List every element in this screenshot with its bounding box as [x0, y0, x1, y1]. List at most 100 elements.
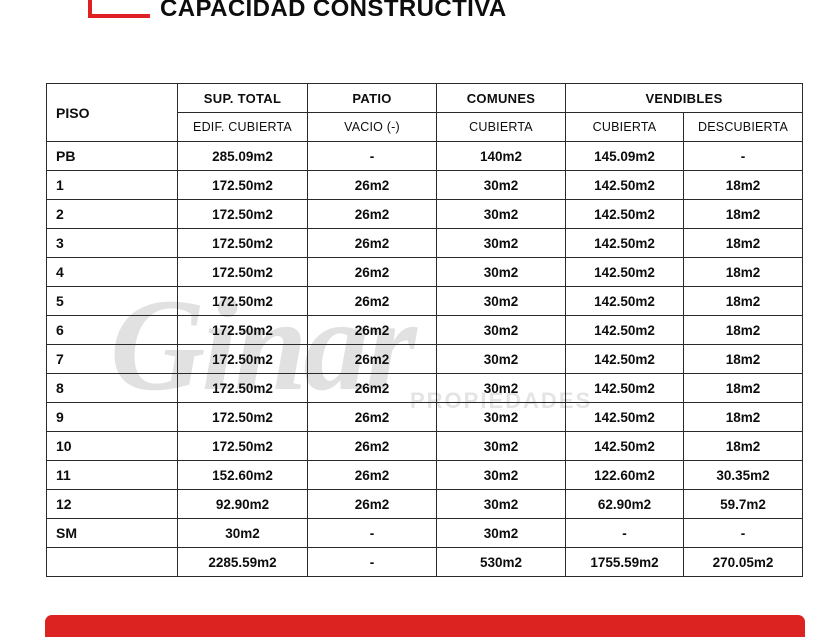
header-vendibles: VENDIBLES — [564, 83, 804, 113]
cell-vendibles-cubierta: 142.50m2 — [565, 431, 684, 461]
table-row: 2 172.50m2 26m2 30m2 142.50m2 18m2 — [46, 199, 804, 229]
cell-floor: 2 — [46, 199, 178, 229]
cell-patio: 26m2 — [307, 489, 437, 519]
cell-sup-total: 285.09m2 — [177, 141, 308, 171]
table-row: 7 172.50m2 26m2 30m2 142.50m2 18m2 — [46, 344, 804, 374]
cell-sup-total: 172.50m2 — [177, 199, 308, 229]
cell-comunes: 30m2 — [436, 286, 566, 316]
red-accent-mark-icon — [88, 0, 150, 18]
cell-sup-total: 172.50m2 — [177, 286, 308, 316]
cell-patio: - — [307, 141, 437, 171]
subheader-sup-total: EDIF. CUBIERTA — [177, 112, 308, 142]
cell-comunes: 30m2 — [436, 402, 566, 432]
cell-patio: 26m2 — [307, 170, 437, 200]
cell-vendibles-cubierta: 142.50m2 — [565, 373, 684, 403]
table-header: PISO SUP. TOTAL PATIO COMUNES VENDIBLES … — [46, 83, 804, 142]
cell-vendibles-descubierta: 18m2 — [682, 373, 804, 403]
cell-comunes: 30m2 — [436, 344, 566, 374]
cell-patio: 26m2 — [307, 257, 437, 287]
cell-vendibles-descubierta: 18m2 — [682, 170, 804, 200]
cell-patio: 26m2 — [307, 402, 437, 432]
cell-comunes: 30m2 — [436, 170, 566, 200]
cell-floor: 3 — [46, 228, 178, 258]
cell-sup-total: 30m2 — [177, 518, 308, 548]
cell-vendibles-cubierta: 122.60m2 — [565, 460, 684, 490]
table-row: 10 172.50m2 26m2 30m2 142.50m2 18m2 — [46, 431, 804, 461]
cell-comunes: 30m2 — [436, 518, 566, 548]
cell-floor: 5 — [46, 286, 178, 316]
cell-vendibles-descubierta: 18m2 — [682, 315, 804, 345]
cell-comunes: 30m2 — [436, 489, 566, 519]
cell-vendibles-cubierta: 1755.59m2 — [565, 547, 684, 577]
cell-vendibles-descubierta: 18m2 — [682, 199, 804, 229]
cell-vendibles-descubierta: 30.35m2 — [682, 460, 804, 490]
cell-vendibles-cubierta: 142.50m2 — [565, 199, 684, 229]
cell-patio: 26m2 — [307, 431, 437, 461]
table-total-row: 2285.59m2-530m2 1755.59m2 270.05m2 — [46, 547, 804, 577]
cell-floor: 10 — [46, 431, 178, 461]
table-row: 5 172.50m2 26m2 30m2 142.50m2 18m2 — [46, 286, 804, 316]
cell-vendibles-cubierta: 62.90m2 — [565, 489, 684, 519]
cell-patio: 26m2 — [307, 228, 437, 258]
bottom-red-bar — [45, 615, 805, 637]
cell-vendibles-cubierta: 142.50m2 — [565, 315, 684, 345]
cell-vendibles-cubierta: 142.50m2 — [565, 286, 684, 316]
cell-comunes: 30m2 — [436, 315, 566, 345]
cell-sup-total: 172.50m2 — [177, 257, 308, 287]
cell-vendibles-descubierta: 18m2 — [682, 431, 804, 461]
cell-vendibles-descubierta: 18m2 — [682, 228, 804, 258]
cell-sup-total: 172.50m2 — [177, 315, 308, 345]
cell-sup-total: 172.50m2 — [177, 431, 308, 461]
cell-vendibles-descubierta: 18m2 — [682, 257, 804, 287]
cell-patio: 26m2 — [307, 373, 437, 403]
cell-sup-total: 92.90m2 — [177, 489, 308, 519]
table-row: 9 172.50m2 26m2 30m2 142.50m2 18m2 — [46, 402, 804, 432]
table-row: 1 172.50m2 26m2 30m2 142.50m2 18m2 — [46, 170, 804, 200]
cell-sup-total: 172.50m2 — [177, 170, 308, 200]
table-header-sub-row: EDIF. CUBIERTA VACIO (-) CUBIERTA CUBIER… — [47, 112, 804, 142]
cell-floor: SM — [46, 518, 178, 548]
cell-comunes: 30m2 — [436, 460, 566, 490]
cell-patio: - — [307, 518, 437, 548]
subheader-comunes: CUBIERTA — [436, 112, 566, 142]
table-row: 8 172.50m2 26m2 30m2 142.50m2 18m2 — [46, 373, 804, 403]
table-row: SM 30m2-30m2- - — [46, 518, 804, 548]
table-row: 12 92.90m2 26m2 30m2 62.90m2 59.7m2 — [46, 489, 804, 519]
table-body: PB 285.09m2-140m2 145.09m2-1 172.50m2 26m2 30… — [46, 141, 804, 577]
table-row: 6 172.50m2 26m2 30m2 142.50m2 18m2 — [46, 315, 804, 345]
cell-patio: 26m2 — [307, 199, 437, 229]
cell-vendibles-cubierta: 145.09m2 — [565, 141, 684, 171]
cell-sup-total: 172.50m2 — [177, 402, 308, 432]
capacity-table: PISO SUP. TOTAL PATIO COMUNES VENDIBLES … — [46, 83, 804, 577]
table-row: 3 172.50m2 26m2 30m2 142.50m2 18m2 — [46, 228, 804, 258]
cell-floor: 6 — [46, 315, 178, 345]
cell-vendibles-cubierta: - — [565, 518, 684, 548]
cell-comunes: 30m2 — [436, 431, 566, 461]
header-patio: PATIO — [307, 83, 437, 113]
cell-vendibles-cubierta: 142.50m2 — [565, 228, 684, 258]
header-sup-total: SUP. TOTAL — [177, 83, 308, 113]
cell-comunes: 30m2 — [436, 199, 566, 229]
cell-vendibles-cubierta: 142.50m2 — [565, 170, 684, 200]
subheader-patio: VACIO (-) — [307, 112, 437, 142]
cell-floor: 4 — [46, 257, 178, 287]
cell-comunes: 30m2 — [436, 257, 566, 287]
cell-patio: 26m2 — [307, 315, 437, 345]
cell-patio: - — [307, 547, 437, 577]
cell-vendibles-descubierta: 18m2 — [682, 344, 804, 374]
title-row: CAPACIDAD CONSTRUCTIVA — [0, 0, 840, 32]
subheader-vendibles-cubierta: CUBIERTA — [565, 112, 684, 142]
cell-floor: 9 — [46, 402, 178, 432]
cell-vendibles-cubierta: 142.50m2 — [565, 402, 684, 432]
cell-comunes: 30m2 — [436, 228, 566, 258]
cell-vendibles-descubierta: 270.05m2 — [682, 547, 804, 577]
cell-floor: 12 — [46, 489, 178, 519]
cell-floor: 11 — [46, 460, 178, 490]
cell-patio: 26m2 — [307, 460, 437, 490]
cell-vendibles-descubierta: 18m2 — [682, 402, 804, 432]
header-piso: PISO — [46, 83, 178, 142]
header-comunes: COMUNES — [436, 83, 566, 113]
cell-vendibles-descubierta: - — [682, 518, 804, 548]
table-row: PB 285.09m2-140m2 145.09m2- — [46, 141, 804, 171]
cell-vendibles-cubierta: 142.50m2 — [565, 257, 684, 287]
